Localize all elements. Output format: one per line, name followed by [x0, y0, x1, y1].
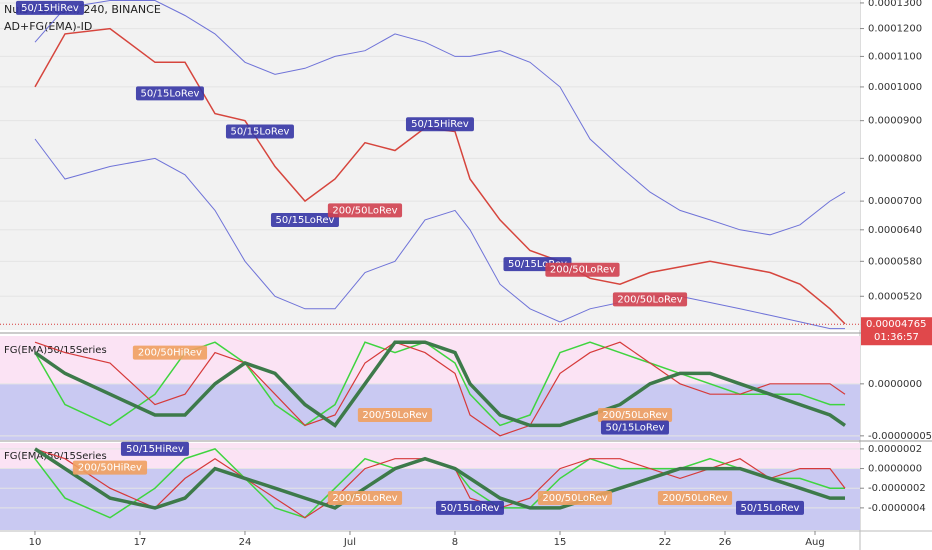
pane-shade: [0, 0, 860, 330]
x-tick-label: 22: [659, 537, 672, 548]
y-tick-label: 0.0001100: [868, 51, 922, 62]
y-tick-label: 0.0000580: [868, 256, 922, 267]
signal-label-box: [225, 124, 294, 139]
signal-label: 200/50LoRev: [550, 265, 615, 276]
signal-label: 50/15LoRev: [141, 88, 200, 99]
signal-label-box: [405, 117, 474, 132]
series-line: [34, 0, 846, 236]
signal-label: 50/15HiRev: [21, 3, 79, 14]
signal-label-box: [597, 408, 673, 423]
signal-label-box: [270, 212, 339, 227]
signal-label: 50/15LoRev: [441, 503, 500, 514]
signal-label-box: [537, 491, 613, 506]
x-tick-label: 10: [29, 537, 42, 548]
signal-label-box: [327, 203, 403, 218]
series-line: [34, 341, 846, 437]
signal-label-box: [435, 500, 504, 515]
signal-label-box: [612, 292, 688, 307]
x-tick-label: 15: [554, 537, 567, 548]
y-tick-label: 0.0000002: [868, 444, 922, 455]
pane-title: FG(EMA)50/15Series: [4, 451, 107, 462]
y-tick-label: 0.0001000: [868, 82, 922, 93]
y-tick-label: 0.0000000: [868, 379, 922, 390]
signal-label: 50/15LoRev: [741, 503, 800, 514]
signal-label: 200/50LoRev: [362, 410, 427, 421]
signal-label: 200/50LoRev: [617, 294, 682, 305]
countdown: 01:36:57: [874, 332, 919, 343]
signal-label-box: [135, 86, 204, 101]
last-price-label: 0.00004765: [866, 319, 926, 330]
y-tick-label: 0.0000900: [868, 116, 922, 127]
x-tick-label: 8: [452, 537, 458, 548]
signal-label-box: [600, 420, 669, 435]
signal-label: 200/50LoRev: [602, 410, 667, 421]
signal-label: 200/50LoRev: [332, 493, 397, 504]
signal-label: 50/15LoRev: [606, 423, 665, 434]
y-tick-label: 0.0000800: [868, 153, 922, 164]
signal-label: 200/50LoRev: [662, 493, 727, 504]
x-tick-label: Jul: [343, 537, 356, 548]
signal-label: 50/15LoRev: [231, 127, 290, 138]
series-line: [34, 447, 845, 510]
y-tick-label: 0.0000640: [868, 225, 922, 236]
signal-label: 200/50LoRev: [542, 493, 607, 504]
signal-label-box: [735, 500, 804, 515]
signal-label: 50/15LoRev: [276, 215, 335, 226]
signal-label-box: [120, 441, 189, 456]
y-tick-label: 0.0000520: [868, 291, 922, 302]
pane-title: FG(EMA)50/15Series: [4, 345, 107, 356]
y-tick-label: 0.0000700: [868, 196, 922, 207]
signal-label: 200/50LoRev: [332, 205, 397, 216]
series-line: [34, 448, 846, 519]
signal-label: 200/50HiRev: [78, 463, 142, 474]
signal-label: 50/15LoRev: [508, 259, 567, 270]
series-line: [34, 138, 845, 330]
signal-label-box: [132, 345, 208, 360]
signal-label-box: [327, 491, 403, 506]
y-tick-label: -0.00000005: [868, 431, 932, 442]
y-tick-label: -0.0000004: [868, 503, 926, 514]
signal-label-box: [15, 0, 84, 15]
x-tick-label: 26: [719, 537, 732, 548]
x-tick-label: 24: [239, 537, 252, 548]
last-price-box: [861, 317, 932, 346]
signal-label-box: [357, 408, 433, 423]
signal-label: 200/50HiRev: [138, 348, 202, 359]
y-tick-label: 0.0001300: [868, 0, 922, 9]
y-tick-label: 0.0000000: [868, 464, 922, 475]
signal-label: 50/15HiRev: [411, 119, 469, 130]
signal-label: 50/15HiRev: [126, 444, 184, 455]
x-tick-label: Aug: [805, 537, 825, 548]
signal-label-box: [545, 262, 620, 277]
y-tick-label: -0.0000002: [868, 483, 926, 494]
signal-label-box: [72, 460, 148, 475]
series-line: [34, 340, 846, 428]
x-tick-label: 17: [134, 537, 147, 548]
y-tick-label: 0.0001200: [868, 24, 922, 35]
signal-label-box: [657, 491, 733, 506]
